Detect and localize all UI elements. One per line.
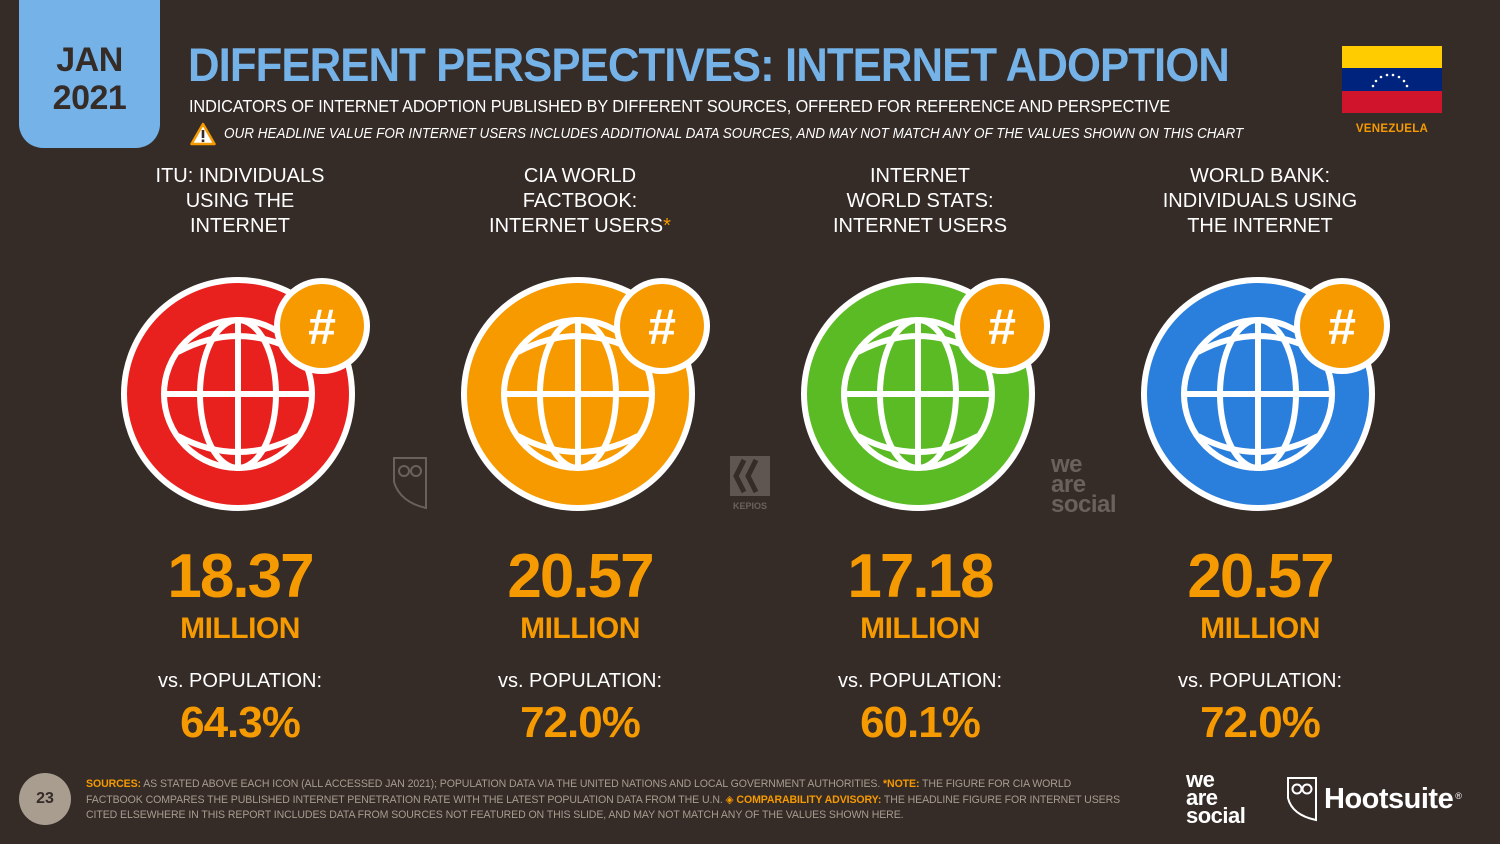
flag-stars-icon: [1371, 73, 1409, 88]
date-year: 2021: [52, 79, 127, 117]
heading-line: USING THE: [185, 190, 295, 212]
owl-logo-icon: [393, 457, 427, 510]
registered-mark: ®: [1455, 791, 1462, 801]
population-percent: 72.0%: [520, 698, 641, 747]
indicator-cia: CIA WORLD FACTBOOK: INTERNET USERS* # 20…: [410, 164, 750, 747]
indicator-itu: ITU: INDIVIDUALS USING THE INTERNET # 18…: [70, 164, 410, 747]
indicator-unit: MILLION: [860, 612, 980, 645]
population-percent: 72.0%: [1200, 698, 1321, 747]
hootsuite-logo: Hootsuite ®: [1286, 776, 1462, 822]
heading-line: THE INTERNET: [1187, 215, 1333, 237]
vs-population-label: vs. POPULATION:: [837, 670, 1003, 692]
heading-line: CIA WORLD: [523, 165, 637, 187]
indicator-heading: ITU: INDIVIDUALS USING THE INTERNET: [70, 164, 410, 244]
page-title: DIFFERENT PERSPECTIVES: INTERNET ADOPTIO…: [188, 38, 1230, 91]
kepios-watermark: KEPIOS: [728, 456, 772, 511]
indicator-value: 20.57: [1187, 542, 1334, 611]
population-percent: 60.1%: [860, 698, 981, 747]
warning-triangle-icon: [190, 122, 216, 146]
indicator-heading: CIA WORLD FACTBOOK: INTERNET USERS*: [410, 164, 750, 244]
indicator-heading: INTERNET WORLD STATS: INTERNET USERS: [750, 164, 1090, 244]
note-text: THE FIGURE FOR CIA WORLD FACTBOOK COMPAR…: [86, 778, 1072, 806]
indicator-value: 20.57: [507, 542, 654, 611]
sources-text: AS STATED ABOVE EACH ICON (ALL ACCESSED …: [140, 778, 884, 790]
logo-line: are: [1186, 785, 1218, 810]
kepios-label: KEPIOS: [732, 501, 767, 511]
logo-line: we: [1186, 767, 1215, 792]
indicator-world-bank: WORLD BANK: INDIVIDUALS USING THE INTERN…: [1090, 164, 1430, 747]
heading-line: FACTBOOK:: [522, 190, 638, 212]
vs-population-label: vs. POPULATION:: [1177, 670, 1343, 692]
warning-text: OUR HEADLINE VALUE FOR INTERNET USERS IN…: [224, 126, 1244, 142]
indicator-unit: MILLION: [180, 612, 300, 645]
page-number: 23: [19, 773, 71, 825]
svg-text:#: #: [648, 299, 676, 355]
globe-hashtag-icon: #: [121, 277, 370, 511]
heading-line: INTERNET USERS: [832, 215, 1008, 237]
heading-line-text: INTERNET USERS: [489, 215, 664, 237]
kepios-logo-icon: [730, 456, 770, 496]
heading-line: INTERNET: [870, 165, 970, 187]
vs-population-label: vs. POPULATION:: [157, 670, 323, 692]
sources-footnote: SOURCES: AS STATED ABOVE EACH ICON (ALL …: [86, 777, 1123, 824]
page-subtitle: INDICATORS OF INTERNET ADOPTION PUBLISHE…: [189, 96, 1171, 116]
indicator-heading: WORLD BANK: INDIVIDUALS USING THE INTERN…: [1090, 164, 1430, 244]
heading-line: INDIVIDUALS USING: [1162, 190, 1358, 212]
hootsuite-wordmark: Hootsuite: [1324, 782, 1454, 815]
svg-text:#: #: [988, 299, 1016, 355]
logo-line: social: [1186, 803, 1246, 828]
indicator-unit: MILLION: [520, 612, 640, 645]
globe-hashtag-icon: #: [801, 277, 1050, 511]
we-are-social-watermark: we are social: [1051, 451, 1117, 518]
svg-text:#: #: [308, 299, 336, 355]
indicator-unit: MILLION: [1200, 612, 1320, 645]
heading-line: WORLD BANK:: [1189, 165, 1331, 187]
indicator-value: 17.18: [847, 542, 994, 611]
watermark-line: we: [1051, 451, 1083, 478]
vs-population-label: vs. POPULATION:: [497, 670, 663, 692]
heading-line: WORLD STATS:: [846, 190, 994, 212]
heading-line: INTERNET USERS*: [489, 214, 671, 239]
globe-hashtag-icon: #: [1141, 277, 1390, 511]
country-flag-block: VENEZUELA: [1342, 46, 1442, 135]
heading-line: INTERNET: [190, 215, 290, 237]
we-are-social-logo: we are social: [1186, 767, 1246, 828]
globe-hashtag-icon: #: [461, 277, 710, 511]
indicator-internet-world-stats: INTERNET WORLD STATS: INTERNET USERS # 1…: [750, 164, 1090, 747]
warning-note: OUR HEADLINE VALUE FOR INTERNET USERS IN…: [190, 122, 1320, 146]
population-percent: 64.3%: [180, 698, 301, 747]
indicator-value: 18.37: [167, 542, 314, 611]
venezuela-flag-icon: [1342, 46, 1442, 113]
watermark-line: are: [1051, 471, 1086, 498]
sources-label: SOURCES:: [86, 778, 141, 790]
date-tab: JAN 2021: [19, 0, 160, 148]
country-name: VENEZUELA: [1355, 123, 1429, 135]
note-label: *NOTE:: [883, 778, 920, 790]
watermark-line: social: [1051, 491, 1117, 518]
date-month: JAN: [56, 41, 123, 79]
asterisk: *: [663, 215, 671, 237]
hootsuite-owl-icon: [1287, 777, 1317, 822]
svg-text:#: #: [1328, 299, 1356, 355]
advisory-text: THE HEADLINE FIGURE FOR INTERNET USERS C…: [86, 793, 1121, 822]
heading-line: ITU: INDIVIDUALS: [155, 165, 325, 187]
advisory-label: ◈ COMPARABILITY ADVISORY:: [725, 793, 882, 806]
